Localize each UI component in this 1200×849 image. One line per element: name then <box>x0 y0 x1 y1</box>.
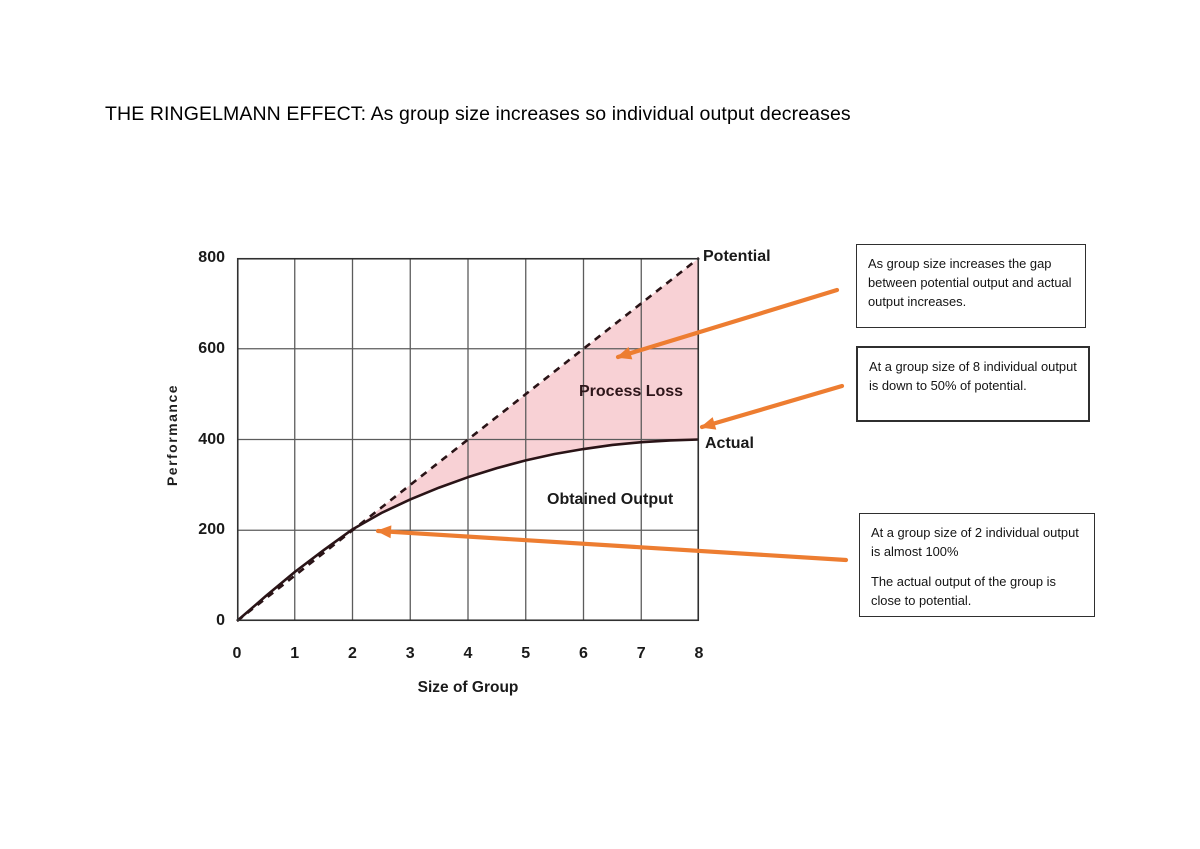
annotation-box-group-size-8: At a group size of 8 individual output i… <box>856 346 1090 422</box>
annotation-text: As group size increases the gap between … <box>868 256 1072 309</box>
annotation-arrow <box>699 383 845 430</box>
annotation-box-gap-increases: As group size increases the gap between … <box>856 244 1086 328</box>
actual-line-label: Actual <box>705 435 754 452</box>
y-tick-label: 0 <box>216 612 225 629</box>
document-title: THE RINGELMANN EFFECT: As group size inc… <box>105 103 851 125</box>
x-tick-label: 8 <box>694 645 704 662</box>
x-axis-title: Size of Group <box>417 679 519 696</box>
x-tick-label: 4 <box>463 645 473 662</box>
x-tick-label: 5 <box>521 645 531 662</box>
obtained-output-label: Obtained Output <box>547 491 674 508</box>
y-axis-title: Performance <box>164 383 180 487</box>
actual-curve <box>236 438 700 622</box>
chart-plot-area <box>236 256 700 623</box>
x-tick-label: 7 <box>636 645 646 662</box>
x-tick-label: 6 <box>579 645 588 662</box>
y-tick-label: 400 <box>198 430 225 448</box>
plot-border <box>236 257 700 622</box>
x-tick-label: 0 <box>232 645 242 662</box>
y-tick-label: 600 <box>198 339 225 357</box>
potential-line <box>236 256 700 623</box>
y-tick-label: 800 <box>198 249 225 266</box>
annotation-text: At a group size of 2 individual output i… <box>871 525 1079 559</box>
annotation-text: At a group size of 8 individual output i… <box>869 359 1077 393</box>
y-tick-label: 200 <box>198 521 225 539</box>
x-tick-label: 1 <box>290 645 300 662</box>
annotation-box-group-size-2: At a group size of 2 individual output i… <box>859 513 1095 617</box>
x-tick-label: 2 <box>348 645 357 662</box>
process-loss-label: Process Loss <box>579 383 684 400</box>
potential-line-label: Potential <box>703 248 771 265</box>
x-tick-label: 3 <box>405 645 415 662</box>
annotation-text: The actual output of the group is close … <box>871 574 1056 608</box>
